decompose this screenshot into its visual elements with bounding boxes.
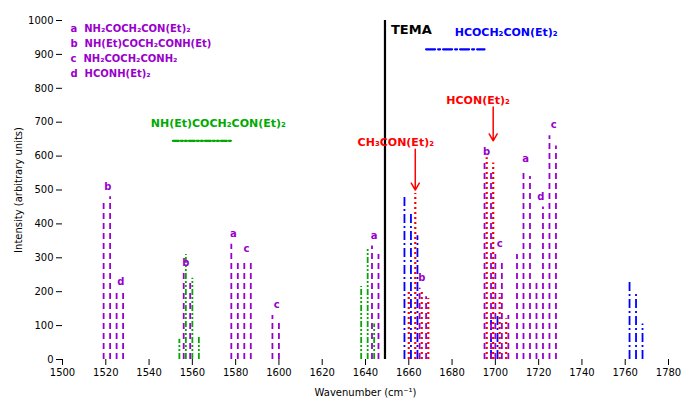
svg-text:1620: 1620 [309, 367, 334, 378]
svg-text:1000: 1000 [28, 15, 53, 26]
svg-text:300: 300 [34, 252, 53, 263]
svg-text:200: 200 [34, 286, 53, 297]
svg-text:1520: 1520 [93, 367, 118, 378]
svg-text:b NH(Et)COCH₂CONH(Et): b NH(Et)COCH₂CONH(Et) [71, 38, 212, 49]
svg-text:TEMA: TEMA [391, 22, 432, 37]
svg-text:d: d [537, 191, 544, 202]
svg-text:400: 400 [34, 218, 53, 229]
svg-text:b: b [418, 272, 425, 283]
svg-text:c: c [497, 238, 503, 249]
svg-text:c NH₂COCH₂CONH₂: c NH₂COCH₂CONH₂ [71, 53, 178, 64]
svg-text:1740: 1740 [569, 367, 594, 378]
svg-text:HCON(Et)₂: HCON(Et)₂ [446, 94, 510, 107]
svg-text:a: a [522, 153, 529, 164]
svg-text:100: 100 [34, 320, 53, 331]
svg-text:1720: 1720 [526, 367, 551, 378]
svg-text:c: c [551, 119, 557, 130]
svg-text:1580: 1580 [223, 367, 248, 378]
svg-text:1640: 1640 [353, 367, 378, 378]
svg-text:c: c [243, 243, 249, 254]
svg-text:1540: 1540 [136, 367, 161, 378]
svg-text:1500: 1500 [50, 367, 75, 378]
svg-text:500: 500 [34, 184, 53, 195]
svg-text:CH₃CON(Et)₂: CH₃CON(Et)₂ [358, 136, 435, 149]
svg-text:b: b [104, 181, 111, 192]
svg-text:a NH₂COCH₂CON(Et)₂: a NH₂COCH₂CON(Et)₂ [71, 23, 191, 34]
svg-text:b: b [483, 146, 490, 157]
svg-text:d HCONH(Et)₂: d HCONH(Et)₂ [71, 68, 151, 79]
svg-text:Wavenumber (cm⁻¹): Wavenumber (cm⁻¹) [315, 387, 417, 398]
svg-text:900: 900 [34, 49, 53, 60]
svg-text:a: a [230, 228, 237, 239]
svg-text:1560: 1560 [180, 367, 205, 378]
svg-text:1700: 1700 [483, 367, 508, 378]
svg-text:Intensity (arbitrary units): Intensity (arbitrary units) [13, 127, 24, 253]
svg-text:1600: 1600 [266, 367, 291, 378]
svg-text:c: c [274, 299, 280, 310]
svg-text:800: 800 [34, 83, 53, 94]
svg-text:a: a [371, 230, 378, 241]
svg-text:0: 0 [47, 354, 53, 365]
svg-text:b: b [182, 257, 189, 268]
svg-text:1780: 1780 [656, 367, 681, 378]
svg-text:1680: 1680 [439, 367, 464, 378]
svg-text:600: 600 [34, 150, 53, 161]
svg-text:HCOCH₂CON(Et)₂: HCOCH₂CON(Et)₂ [455, 26, 558, 39]
svg-text:1760: 1760 [612, 367, 637, 378]
svg-text:NH(Et)COCH₂CON(Et)₂: NH(Et)COCH₂CON(Et)₂ [151, 117, 286, 130]
svg-text:d: d [117, 276, 124, 287]
svg-text:700: 700 [34, 116, 53, 127]
svg-text:1660: 1660 [396, 367, 421, 378]
